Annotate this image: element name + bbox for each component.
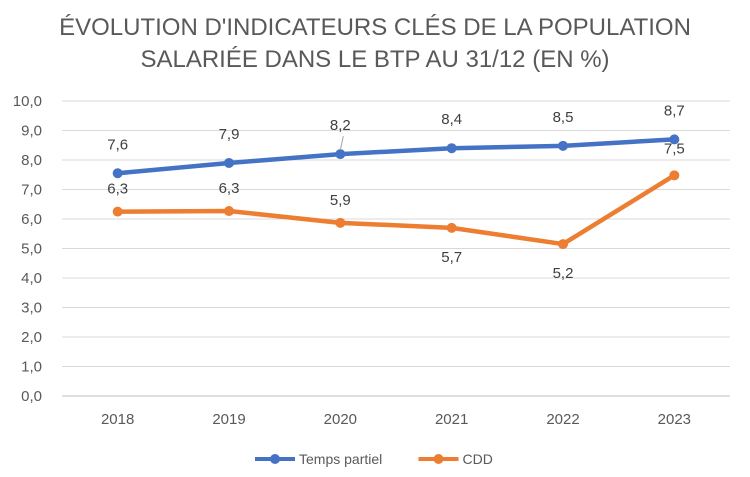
data-point [446, 143, 457, 154]
y-tick-label: 4,0 [21, 270, 42, 287]
series-line [115, 137, 677, 176]
legend: Temps partiel CDD [255, 451, 493, 467]
data-label: 7,9 [219, 126, 240, 143]
data-label: 7,5 [664, 140, 685, 157]
y-tick-label: 6,0 [21, 211, 42, 228]
x-tick-label: 2023 [658, 411, 691, 428]
data-point [224, 206, 234, 217]
x-tick-label: 2019 [212, 411, 245, 428]
data-label: 5,2 [553, 265, 574, 282]
data-label: 8,7 [664, 102, 685, 119]
y-tick-label: 7,0 [21, 182, 42, 199]
x-tick-label: 2020 [324, 411, 357, 428]
data-label: 8,5 [553, 109, 574, 126]
legend-label: CDD [463, 451, 493, 467]
x-tick-label: 2021 [435, 411, 468, 428]
axis-layer: 0,0 1,0 2,0 3,0 4,0 5,0 6,0 7,0 8,0 9,0 10,0 2018 20… [13, 93, 691, 428]
y-tick-label: 9,0 [21, 123, 42, 140]
data-point [112, 168, 123, 179]
series-layer [112, 134, 680, 250]
legend-marker [270, 454, 280, 464]
y-tick-label: 3,0 [21, 300, 42, 317]
y-tick-label: 10,0 [13, 93, 42, 110]
x-tick-label: 2022 [546, 411, 579, 428]
chart-title: ÉVOLUTION D'INDICATEURS CLÉS DE LA POPUL… [0, 12, 750, 76]
data-point [669, 170, 680, 181]
data-point [112, 206, 123, 217]
data-point [558, 140, 568, 151]
label-layer: 7,6 7,9 8,2 8,4 8,5 8,7 6,3 6,3 5,9 5,7 5,2 7,5 [107, 102, 685, 282]
data-point [669, 134, 680, 145]
data-point [224, 157, 234, 168]
chart-title-line-2: SALARIÉE DANS LE BTP AU 31/12 (EN %) [140, 46, 610, 73]
data-label: 7,6 [107, 136, 128, 153]
y-tick-label: 8,0 [21, 152, 42, 169]
data-point [335, 217, 346, 228]
data-point [446, 222, 457, 233]
legend-label: Temps partiel [299, 451, 382, 467]
data-label: 8,2 [330, 117, 351, 134]
data-label: 5,7 [441, 249, 462, 266]
data-label: 8,4 [441, 111, 462, 128]
data-label: 5,9 [330, 192, 351, 209]
data-label: 6,3 [219, 180, 240, 197]
data-point [335, 149, 346, 160]
y-tick-label: 5,0 [21, 241, 42, 258]
data-point [558, 239, 568, 250]
legend-marker [433, 454, 444, 464]
chart-title-line-1: ÉVOLUTION D'INDICATEURS CLÉS DE LA POPUL… [59, 14, 691, 41]
grid-layer [62, 100, 730, 397]
series-line [115, 173, 677, 247]
y-tick-label: 1,0 [21, 359, 42, 376]
y-tick-label: 2,0 [21, 329, 42, 346]
y-tick-label: 0,0 [21, 388, 42, 405]
x-tick-label: 2018 [101, 411, 134, 428]
data-label-leader [339, 135, 344, 151]
data-label: 6,3 [107, 181, 128, 198]
